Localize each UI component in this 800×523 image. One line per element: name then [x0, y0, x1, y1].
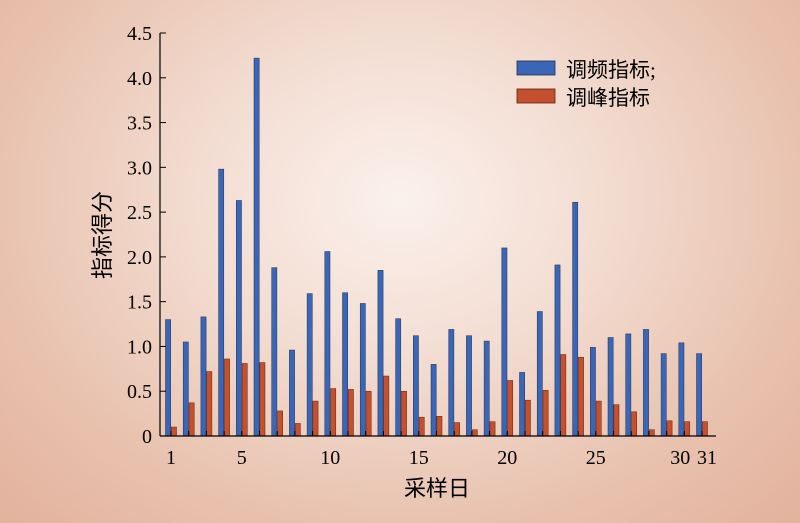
bar-series2-day-28	[648, 429, 655, 437]
bar-series2-day-3	[206, 371, 213, 437]
bar-series2-day-16	[436, 416, 443, 437]
x-tick-label: 25	[586, 447, 606, 469]
legend-item-series2-swatch	[516, 88, 556, 104]
bar-series2-day-10	[330, 388, 337, 437]
bar-series1-day-11	[342, 292, 348, 437]
x-axis-title: 采样日	[404, 476, 470, 501]
bar-series1-day-10	[324, 251, 331, 437]
bar-series2-day-2	[188, 402, 195, 437]
bar-series2-day-27	[631, 411, 637, 437]
bar-series1-day-9	[306, 293, 313, 437]
y-tick-label: 4.0	[127, 68, 152, 90]
legend-item-series2-label: 调峰指标	[566, 86, 650, 110]
bar-series2-day-29	[666, 420, 673, 437]
bar-series2-day-12	[365, 390, 372, 437]
bar-series1-day-23	[554, 264, 561, 437]
bar-series2-day-17	[454, 422, 460, 437]
bar-series1-day-30	[678, 342, 685, 437]
x-tick-label: 15	[409, 447, 429, 469]
bar-series2-day-7	[277, 410, 283, 437]
bar-series2-day-1	[171, 426, 177, 437]
bar-series1-day-26	[607, 337, 614, 437]
bar-series2-day-8	[294, 423, 301, 437]
x-tick-label: 1	[166, 447, 176, 469]
bar-series1-day-18	[466, 335, 472, 437]
y-tick-label: 1.5	[127, 292, 152, 314]
bar-series2-day-30	[684, 421, 691, 437]
y-axis-title: 指标得分	[90, 191, 115, 279]
bar-series1-day-1	[165, 319, 171, 437]
legend-item-series1-swatch	[516, 60, 556, 76]
bar-series2-day-15	[418, 416, 425, 437]
bar-series1-day-28	[643, 329, 649, 437]
bar-series2-day-14	[401, 390, 407, 437]
bar-series2-day-26	[613, 404, 620, 437]
bar-series2-day-11	[348, 389, 354, 437]
bar-series2-day-18	[471, 429, 478, 437]
bar-series2-day-6	[259, 362, 266, 437]
bar-series1-day-4	[218, 168, 225, 437]
y-tick-label: 2.5	[127, 202, 152, 224]
bar-series1-day-29	[660, 353, 667, 437]
bar-series1-day-21	[519, 372, 525, 437]
bar-series1-day-27	[625, 333, 632, 437]
bar-series2-day-19	[489, 421, 496, 437]
y-tick-label: 1.0	[127, 336, 152, 358]
bar-series2-day-22	[542, 390, 549, 437]
y-tick-label: 2.0	[127, 247, 152, 269]
x-tick-label: 20	[497, 447, 517, 469]
bar-series1-day-17	[448, 329, 455, 437]
bar-series2-day-25	[595, 400, 602, 437]
bar-series1-day-8	[289, 349, 295, 437]
y-tick-label: 4.5	[127, 23, 152, 45]
bar-series2-day-31	[702, 421, 708, 437]
bar-series1-day-2	[182, 341, 189, 437]
legend-item-series1-label: 调频指标;	[566, 58, 656, 82]
bar-series1-day-19	[483, 340, 490, 437]
bar-series1-day-5	[236, 200, 242, 437]
bar-series1-day-12	[359, 303, 366, 437]
bar-series1-day-24	[572, 202, 579, 437]
bar-series1-day-22	[536, 311, 543, 437]
bar-series2-day-21	[525, 399, 531, 437]
y-tick-label: 3.5	[127, 113, 152, 135]
bar-series2-day-13	[383, 375, 390, 437]
bar-series1-day-7	[271, 267, 278, 437]
bar-series1-day-16	[430, 364, 437, 437]
bar-series1-day-13	[377, 270, 384, 437]
bar-series2-day-24	[578, 356, 584, 437]
x-tick-label: 30	[670, 447, 690, 469]
bar-series2-day-4	[224, 358, 230, 437]
x-tick-label: 31	[697, 447, 717, 469]
bar-series2-day-9	[312, 400, 319, 437]
bar-series1-day-31	[696, 353, 702, 437]
y-tick-label: 0	[142, 426, 152, 448]
bar-series2-day-23	[560, 354, 567, 437]
x-tick-label: 5	[237, 447, 247, 469]
x-tick-label: 10	[320, 447, 340, 469]
bar-series1-day-15	[413, 335, 419, 437]
y-tick-label: 3.0	[127, 157, 152, 179]
bar-series1-day-20	[501, 247, 508, 437]
bar-series1-day-6	[253, 57, 260, 437]
bar-series2-day-20	[507, 380, 514, 437]
bar-series1-day-3	[200, 316, 207, 437]
y-tick-label: 0.5	[127, 381, 152, 403]
bar-series1-day-14	[395, 318, 402, 437]
bar-series2-day-5	[241, 363, 248, 437]
bar-series1-day-25	[590, 347, 596, 437]
